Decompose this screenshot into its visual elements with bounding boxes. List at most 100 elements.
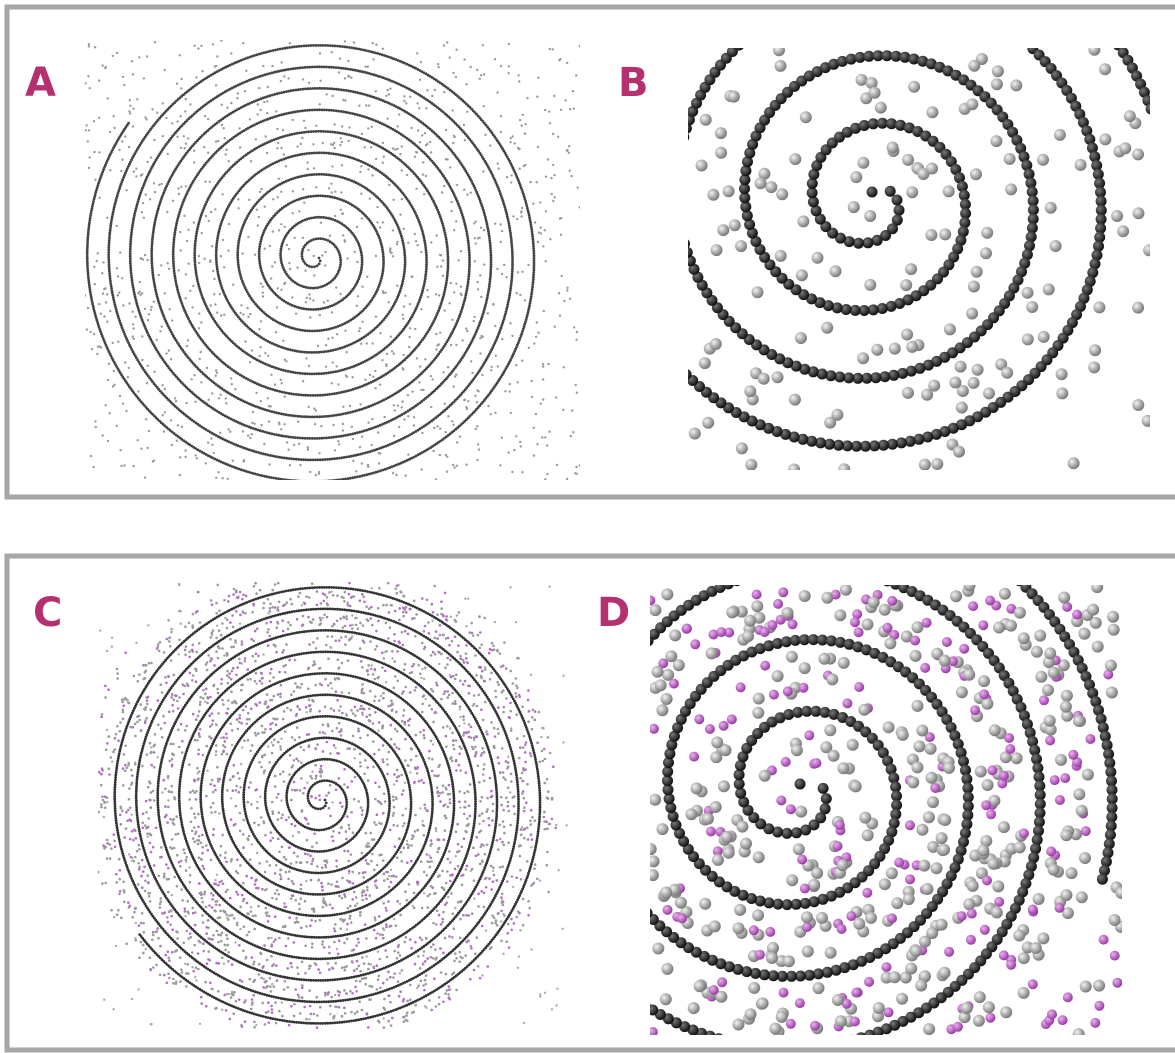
particle — [375, 44, 377, 46]
chain-bead — [294, 479, 297, 482]
chain-bead — [325, 152, 328, 155]
chain-bead — [529, 219, 532, 222]
chain-bead — [364, 452, 367, 455]
particle — [566, 287, 568, 289]
particle — [106, 217, 108, 219]
particle — [424, 132, 426, 134]
particle — [537, 241, 539, 243]
chain-bead — [999, 20, 1010, 31]
particle — [244, 340, 246, 342]
particle — [309, 316, 311, 318]
particle — [344, 40, 346, 42]
chain-bead — [528, 216, 531, 219]
particle — [292, 212, 294, 214]
chain-bead — [339, 132, 342, 135]
particle — [185, 98, 187, 100]
chain-bead — [488, 235, 491, 238]
particle — [456, 441, 458, 443]
particle — [466, 408, 468, 410]
chain-bead — [340, 435, 343, 438]
chain-bead — [301, 351, 304, 354]
particle — [353, 41, 355, 43]
chain-bead — [287, 435, 290, 438]
chain-bead — [151, 243, 154, 246]
particle — [386, 118, 388, 120]
chain-bead — [510, 277, 513, 280]
chain-bead — [511, 253, 514, 256]
chain-bead — [324, 195, 327, 198]
chain-bead — [363, 93, 366, 96]
chain-bead — [110, 222, 113, 225]
particle — [187, 339, 189, 341]
chain-bead — [316, 437, 319, 440]
particle — [112, 342, 114, 344]
chain-bead — [307, 459, 310, 462]
chain-bead — [129, 248, 132, 251]
particle — [231, 383, 233, 385]
particle — [249, 313, 251, 315]
chain-bead — [195, 235, 198, 238]
particle — [443, 91, 445, 93]
chain-bead — [91, 207, 94, 210]
particle — [526, 97, 528, 99]
particle — [553, 174, 555, 176]
chain-bead — [530, 293, 533, 296]
chain-bead — [173, 274, 176, 277]
particle — [470, 192, 472, 194]
chain-bead — [237, 263, 240, 266]
chain-bead — [129, 238, 132, 241]
chain-bead — [216, 239, 219, 242]
particle — [94, 46, 96, 48]
particle — [145, 418, 147, 420]
particle — [107, 440, 109, 442]
chain-bead — [317, 308, 320, 311]
particle — [331, 337, 333, 339]
chain-bead — [108, 270, 111, 273]
chain-bead — [444, 286, 447, 289]
particle — [546, 444, 548, 446]
chain-bead — [342, 89, 345, 92]
chain-bead — [280, 262, 283, 265]
chain-bead — [268, 476, 271, 479]
chain-bead — [508, 222, 511, 225]
chain-bead — [345, 803, 348, 806]
particle — [453, 466, 455, 468]
particle — [186, 345, 188, 347]
particle — [981, 227, 993, 239]
particle — [180, 249, 182, 251]
chain-bead — [315, 372, 318, 375]
particle — [225, 397, 227, 399]
chain-bead — [490, 261, 493, 264]
chain-bead — [286, 46, 289, 49]
chain-bead — [215, 249, 218, 252]
chain-bead — [466, 235, 469, 238]
particle — [280, 379, 282, 381]
chain-bead — [308, 330, 311, 333]
chain-bead — [317, 286, 320, 289]
particle — [476, 401, 478, 403]
chain-bead — [316, 87, 319, 90]
particle — [371, 342, 373, 344]
chain-bead — [86, 248, 89, 251]
chain-bead — [320, 480, 323, 483]
chain-bead — [337, 413, 340, 416]
particle — [89, 87, 91, 89]
particle — [487, 405, 489, 407]
particle — [508, 65, 510, 67]
chain-bead — [194, 242, 197, 245]
particle — [213, 452, 215, 454]
particle — [98, 197, 100, 199]
chain-bead — [328, 780, 331, 783]
chain-bead — [329, 349, 332, 352]
chain-bead — [332, 479, 335, 482]
particle — [453, 229, 455, 231]
chain-bead — [86, 250, 89, 253]
chain-bead — [465, 292, 468, 295]
particle — [307, 448, 309, 450]
particle — [1142, 415, 1154, 427]
particle — [148, 313, 150, 315]
particle — [540, 402, 542, 404]
particle — [477, 288, 479, 290]
particle — [334, 449, 336, 451]
particle — [342, 212, 344, 214]
